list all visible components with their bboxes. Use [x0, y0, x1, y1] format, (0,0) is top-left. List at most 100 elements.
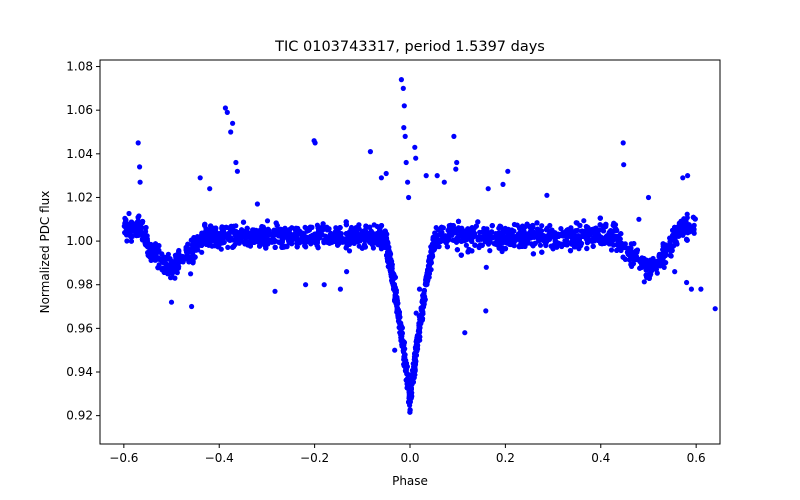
- data-point: [270, 231, 276, 237]
- data-point: [151, 243, 157, 249]
- data-point: [370, 230, 376, 236]
- data-point: [543, 227, 550, 233]
- data-point: [429, 249, 435, 255]
- data-point: [353, 228, 359, 234]
- data-point: [135, 226, 141, 232]
- data-point: [206, 242, 212, 248]
- data-point: [174, 270, 180, 276]
- x-tick-label: 0.6: [687, 451, 706, 465]
- data-point: [543, 241, 549, 247]
- data-point: [335, 228, 341, 234]
- data-point: [256, 231, 262, 237]
- data-point: [189, 303, 195, 310]
- data-point: [399, 330, 405, 337]
- data-point: [680, 175, 686, 181]
- data-point: [413, 155, 419, 161]
- data-point: [475, 237, 481, 243]
- data-point: [584, 245, 590, 252]
- data-point: [417, 318, 424, 324]
- data-point: [406, 399, 412, 405]
- data-point: [487, 239, 493, 245]
- data-point: [337, 286, 343, 292]
- data-point: [201, 235, 207, 241]
- data-point: [489, 229, 495, 235]
- data-point: [521, 241, 528, 247]
- data-point: [558, 226, 564, 232]
- data-point: [483, 308, 489, 314]
- data-point: [186, 248, 192, 254]
- data-point: [587, 238, 593, 244]
- data-point: [463, 242, 469, 248]
- data-point: [667, 235, 673, 241]
- data-point: [352, 233, 358, 239]
- data-point: [272, 288, 278, 294]
- data-point: [465, 226, 471, 232]
- data-point: [578, 240, 585, 247]
- y-tick-label: 0.96: [66, 321, 93, 335]
- data-point: [369, 235, 375, 241]
- data-point: [153, 251, 159, 258]
- data-point: [312, 140, 318, 146]
- data-point: [293, 225, 299, 231]
- x-tick-label: 0.2: [496, 451, 515, 465]
- data-point: [208, 223, 214, 229]
- y-tick-label: 1.08: [66, 60, 93, 74]
- data-point: [500, 240, 506, 246]
- data-point: [534, 220, 540, 226]
- data-point: [556, 233, 562, 239]
- data-point: [628, 245, 634, 251]
- data-point: [600, 223, 606, 229]
- data-point: [458, 252, 464, 258]
- data-point: [224, 109, 230, 115]
- data-point: [618, 231, 624, 237]
- data-point: [135, 214, 141, 220]
- data-point: [377, 231, 383, 238]
- data-point: [383, 239, 389, 245]
- data-point: [389, 266, 395, 272]
- data-point: [202, 221, 208, 227]
- data-point: [394, 305, 400, 311]
- data-point: [123, 218, 129, 224]
- data-point: [446, 233, 452, 240]
- data-point: [441, 179, 447, 185]
- data-point: [402, 360, 409, 367]
- data-point: [450, 223, 456, 229]
- data-point: [643, 257, 650, 263]
- y-tick-label: 0.94: [66, 365, 93, 379]
- data-point: [521, 228, 527, 235]
- data-point: [215, 244, 221, 250]
- data-point: [671, 228, 677, 234]
- data-point: [413, 339, 419, 345]
- data-point: [586, 229, 592, 235]
- data-point: [698, 286, 704, 292]
- data-point: [124, 238, 130, 244]
- y-tick-label: 1.00: [66, 234, 93, 248]
- data-point: [530, 224, 536, 230]
- data-point: [465, 249, 471, 255]
- data-point: [563, 233, 570, 239]
- x-tick-label: 0.0: [400, 451, 419, 465]
- data-point: [676, 223, 682, 229]
- data-point: [418, 306, 424, 312]
- data-point: [135, 231, 141, 237]
- y-tick-label: 1.06: [66, 103, 93, 117]
- data-point: [479, 242, 485, 248]
- data-point: [252, 236, 258, 242]
- data-point: [278, 226, 284, 232]
- data-point: [583, 224, 590, 230]
- x-axis-label: Phase: [392, 474, 428, 488]
- data-point: [229, 237, 235, 243]
- data-point: [530, 251, 537, 257]
- data-point: [591, 226, 597, 232]
- data-point: [505, 168, 511, 174]
- data-point: [293, 231, 299, 237]
- data-point: [241, 240, 248, 246]
- data-point: [483, 235, 489, 241]
- data-point: [386, 254, 392, 261]
- y-tick-label: 0.98: [66, 278, 93, 292]
- data-point: [581, 218, 587, 224]
- data-point: [177, 255, 183, 261]
- data-point: [691, 229, 697, 235]
- data-point: [412, 356, 418, 362]
- data-point: [208, 231, 214, 237]
